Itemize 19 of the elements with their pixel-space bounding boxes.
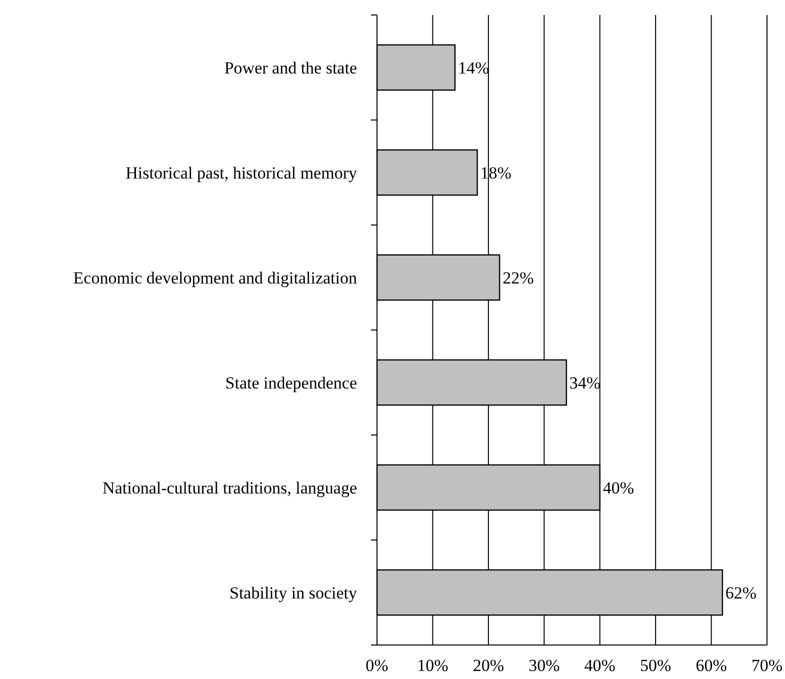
- y-tick-label: State independence: [225, 373, 357, 392]
- y-tick-label: Economic development and digitalization: [73, 268, 358, 288]
- data-label: 22%: [502, 268, 534, 288]
- x-tick-label: 0%: [366, 656, 388, 676]
- y-tick-label: Historical past, historical memory: [126, 163, 358, 182]
- data-label: 34%: [569, 373, 601, 392]
- data-label: 40%: [602, 478, 634, 498]
- y-tick-label: National-cultural traditions, language: [102, 478, 357, 498]
- x-tick-label: 40%: [584, 656, 616, 676]
- data-label: 14%: [458, 58, 490, 78]
- x-tick-label: 50%: [640, 656, 672, 676]
- y-tick-label: Stability in society: [230, 583, 358, 602]
- x-tick-label: 20%: [472, 656, 504, 676]
- data-label: 62%: [725, 583, 757, 602]
- x-tick-label: 60%: [696, 656, 727, 676]
- y-tick-label: Power and the state: [224, 58, 357, 78]
- x-tick-label: 70%: [751, 656, 783, 676]
- x-tick-label: 30%: [528, 656, 560, 676]
- x-tick-label: 10%: [417, 656, 448, 676]
